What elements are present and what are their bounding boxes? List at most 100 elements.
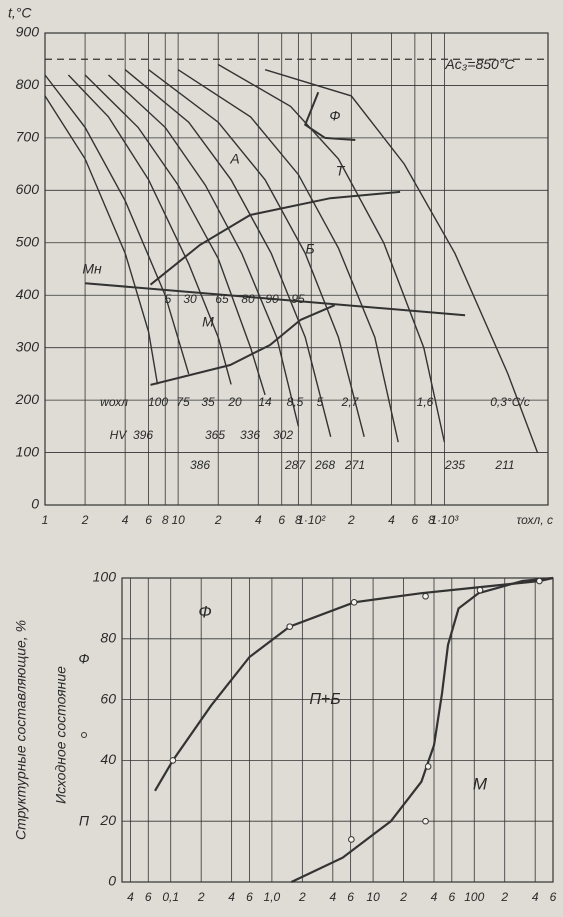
- data-point: [350, 599, 358, 606]
- y-tick-label: 40: [100, 751, 116, 767]
- y-tick-label: 0: [108, 873, 116, 889]
- x-tick-label: 4: [255, 513, 262, 527]
- data-line: [44, 74, 190, 375]
- y-tick-label: 100: [16, 443, 40, 459]
- y-tick-label: 80: [100, 630, 116, 646]
- y-tick-label: 200: [15, 391, 40, 407]
- series-label: 5: [317, 395, 324, 409]
- x-tick-label: 2: [214, 513, 222, 527]
- x-tick-label: 6: [347, 890, 354, 904]
- series-label: Ф: [198, 602, 212, 621]
- region-label: А: [229, 151, 239, 167]
- hardness-label: 302: [273, 428, 293, 442]
- curve-label: Ф: [329, 108, 340, 124]
- x-tick-label: 4: [431, 890, 438, 904]
- y-tick-label: 20: [99, 812, 116, 828]
- percentage-label: 30: [183, 292, 197, 306]
- percentage-label: 80: [241, 292, 255, 306]
- x-tick-label: 4: [388, 513, 395, 527]
- hardness-label: 235: [444, 458, 465, 472]
- data-point: [348, 836, 355, 843]
- hardness-title: HV: [110, 428, 128, 442]
- initial-state-item: П: [79, 813, 90, 829]
- hardness-label: 365: [205, 428, 225, 442]
- x-tick-label: 6: [550, 890, 557, 904]
- x-tick-label: 6: [246, 890, 253, 904]
- initial-state-marker: [81, 732, 87, 738]
- series-label: 100: [148, 395, 168, 409]
- initial-state-label: Исходное состояние: [53, 666, 69, 804]
- data-point: [536, 577, 543, 585]
- series-label: 0,3°C/c: [490, 395, 529, 409]
- curve-label: Б: [305, 241, 314, 257]
- x-tick-label: 1·10³: [430, 513, 459, 527]
- y-tick-label: 0: [31, 496, 39, 512]
- hardness-label: 396: [133, 428, 153, 442]
- x-tick-label: 6: [412, 513, 419, 527]
- hardness-label: 211: [494, 458, 514, 472]
- y-axis-label: t,°C: [8, 5, 32, 21]
- x-tick-label: 10: [366, 890, 380, 904]
- transformation-curve: [303, 91, 356, 141]
- hardness-label: 386: [190, 458, 210, 472]
- transformation-curve: [150, 304, 336, 386]
- y-tick-label: 400: [16, 286, 40, 302]
- hardness-label: 268: [314, 458, 335, 472]
- reference-label: Ac₃=850°C: [444, 56, 515, 72]
- x-axis-label: τохл, с: [517, 513, 553, 527]
- data-line: [264, 69, 539, 453]
- data-point: [422, 817, 429, 825]
- data-point: [424, 763, 432, 770]
- x-tick-label: 8: [295, 513, 302, 527]
- y-tick-label: 500: [16, 233, 40, 249]
- data-line: [84, 74, 266, 396]
- y-tick-label: 300: [16, 338, 40, 354]
- series-label: 2,7: [341, 395, 360, 409]
- series-label: 75: [176, 395, 190, 409]
- y-axis-label: Структурные составляющие, %: [13, 620, 29, 840]
- data-point: [422, 592, 429, 600]
- y-tick-label: 800: [16, 76, 40, 92]
- x-tick-label: 6: [145, 513, 152, 527]
- y-tick-label: 600: [16, 181, 40, 197]
- x-tick-label: 1: [42, 513, 49, 527]
- x-tick-label: 6: [278, 513, 285, 527]
- data-line: [148, 69, 365, 437]
- y-tick-label: 100: [93, 569, 117, 585]
- x-tick-label: 0,1: [162, 890, 179, 904]
- data-point: [476, 586, 484, 594]
- data-line: [177, 69, 399, 443]
- x-tick-label: 2: [500, 890, 508, 904]
- x-tick-label: 8: [428, 513, 435, 527]
- percentage-label: 65: [215, 292, 229, 306]
- series-label: 1,6: [417, 395, 434, 409]
- y-tick-label: 700: [16, 129, 40, 145]
- hardness-label: 287: [284, 458, 306, 472]
- data-line: [44, 95, 159, 385]
- rate-label: wохл: [100, 395, 128, 409]
- percentage-label: 5: [165, 292, 172, 306]
- data-line: [67, 74, 232, 385]
- transformation-curve: [85, 282, 466, 317]
- x-tick-label: 8: [162, 513, 169, 527]
- x-tick-label: 4: [532, 890, 539, 904]
- x-tick-label: 1,0: [264, 890, 281, 904]
- hardness-label: 336: [240, 428, 260, 442]
- x-tick-label: 10: [171, 513, 185, 527]
- transformation-curve: [149, 190, 401, 286]
- data-point: [286, 623, 294, 630]
- x-tick-label: 2: [81, 513, 89, 527]
- x-tick-label: 4: [329, 890, 336, 904]
- x-tick-label: 2: [347, 513, 355, 527]
- x-tick-label: 2: [298, 890, 306, 904]
- y-tick-label: 60: [100, 690, 116, 706]
- y-tick-label: 900: [16, 24, 40, 40]
- initial-state-item: Ф: [78, 651, 89, 667]
- curve-label: M: [202, 314, 214, 330]
- x-tick-label: 4: [122, 513, 129, 527]
- data-line: [108, 74, 300, 427]
- data-line: [290, 576, 554, 883]
- percentage-label: 95: [291, 292, 305, 306]
- data-line: [217, 63, 446, 443]
